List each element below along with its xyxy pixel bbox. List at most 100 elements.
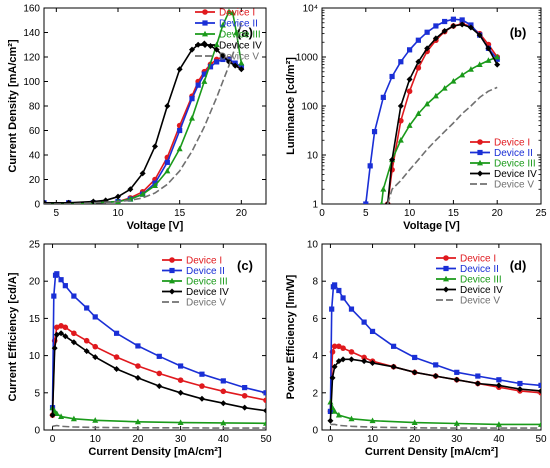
device-ii-point — [113, 330, 120, 336]
x-tick-label: 20 — [409, 434, 421, 445]
device-iii-point — [219, 21, 226, 28]
y-tick-label: 20 — [29, 175, 41, 186]
device-iii-point — [397, 137, 404, 143]
device-iv-point — [70, 339, 77, 346]
device-iv-point — [327, 417, 334, 424]
x-tick-label: 30 — [175, 434, 187, 445]
device-i-point — [71, 330, 77, 337]
device-ii-point — [361, 319, 367, 325]
y-axis-label: Power Efficiency [lm/W] — [285, 274, 297, 399]
device-iv-point — [415, 58, 422, 65]
device-ii-point — [459, 17, 465, 23]
device-ii-point — [371, 129, 378, 135]
y-tick-label: 0 — [312, 426, 318, 437]
device-iii-point — [152, 182, 158, 189]
device-ii-point — [214, 59, 220, 65]
series-group — [49, 271, 266, 429]
y-tick-label: 10 — [29, 351, 41, 362]
device-ii-point — [220, 378, 226, 384]
panel-label: (d) — [510, 258, 527, 273]
device-ii-point — [340, 295, 346, 301]
legend-device-iv-point — [477, 170, 483, 177]
device-ii-point — [178, 363, 184, 369]
x-tick-label: 10 — [367, 434, 379, 445]
device-v-line — [386, 86, 498, 204]
y-tick-label: 10 — [307, 240, 319, 251]
panel-3: 0 10 20 30 40 50 0 5 10 15 20 25 Current Density [mA… — [7, 240, 272, 459]
legend-label-device-i: Device I — [494, 138, 530, 149]
device-ii-point — [177, 127, 183, 134]
device-iii-point — [379, 200, 384, 204]
x-tick-label: 0 — [319, 208, 325, 219]
device-iv-point — [348, 356, 355, 363]
device-i-point — [361, 354, 367, 361]
device-iv-point — [49, 412, 56, 419]
y-tick-label: 120 — [23, 53, 40, 64]
device-iv-point — [459, 21, 466, 28]
y-tick-label: 1 — [312, 200, 318, 211]
device-ii-point — [263, 390, 266, 396]
y-tick-label: 80 — [29, 102, 41, 113]
device-iv-point — [51, 345, 58, 352]
y-tick-label: 100 — [301, 102, 318, 113]
x-tick-label: 10 — [112, 208, 124, 219]
device-i-point — [199, 383, 205, 389]
device-ii-point — [450, 16, 456, 22]
device-iv-point — [189, 46, 195, 53]
x-tick-label: 50 — [535, 434, 547, 445]
y-tick-label: 40 — [29, 151, 41, 162]
legend-device-iv-point — [202, 42, 208, 48]
device-iii-point — [226, 8, 232, 15]
device-iv-point — [424, 45, 431, 52]
y-tick-label: 140 — [23, 28, 40, 39]
device-ii-point — [348, 306, 355, 312]
device-iv-point — [538, 387, 541, 394]
device-iv-point — [139, 170, 146, 177]
device-ii-line — [44, 58, 242, 204]
device-iii-point — [189, 115, 195, 121]
legend-device-ii-point — [477, 149, 483, 156]
device-iii-point — [177, 419, 184, 425]
legend-device-iii-point — [443, 275, 449, 282]
panel-label: (c) — [237, 258, 253, 273]
device-ii-point — [51, 293, 57, 299]
legend-label-device-i: Device I — [186, 256, 222, 267]
device-iv-point — [467, 24, 474, 31]
device-iii-point — [139, 191, 146, 197]
device-iv-point — [389, 156, 396, 163]
device-iv-point — [113, 365, 120, 372]
device-ii-point — [389, 73, 395, 80]
device-ii-point — [199, 371, 205, 377]
device-ii-point — [424, 29, 430, 35]
device-iv-point — [62, 333, 69, 340]
legend-label-device-ii: Device II — [219, 19, 258, 30]
device-ii-point — [329, 306, 335, 312]
legend-label-device-iv: Device IV — [186, 287, 229, 298]
x-tick-label: 5 — [363, 208, 369, 219]
device-ii-point — [62, 283, 68, 289]
device-ii-point — [58, 277, 64, 283]
device-iii-point — [467, 66, 474, 72]
device-ii-point — [475, 373, 481, 379]
y-tick-label: 5 — [34, 388, 40, 399]
device-iii-point — [92, 417, 99, 423]
legend-label-device-iii: Device III — [460, 275, 502, 286]
device-iv-point — [329, 374, 336, 381]
device-ii-point — [71, 293, 77, 299]
y-tick-label: 0 — [34, 200, 40, 211]
device-iii-point — [176, 145, 183, 152]
legend-label-device-ii: Device II — [494, 148, 533, 159]
x-tick-label: 20 — [492, 208, 504, 219]
device-iv-point — [331, 363, 338, 370]
device-ii-point — [195, 82, 201, 88]
device-iii-point — [453, 420, 460, 426]
device-ii-point — [367, 163, 373, 169]
legend-label-device-v: Device V — [460, 296, 500, 307]
panel-label: (a) — [237, 25, 253, 40]
legend-device-ii-point — [169, 267, 175, 274]
device-ii-point — [398, 59, 404, 65]
plot-frame — [321, 243, 542, 431]
